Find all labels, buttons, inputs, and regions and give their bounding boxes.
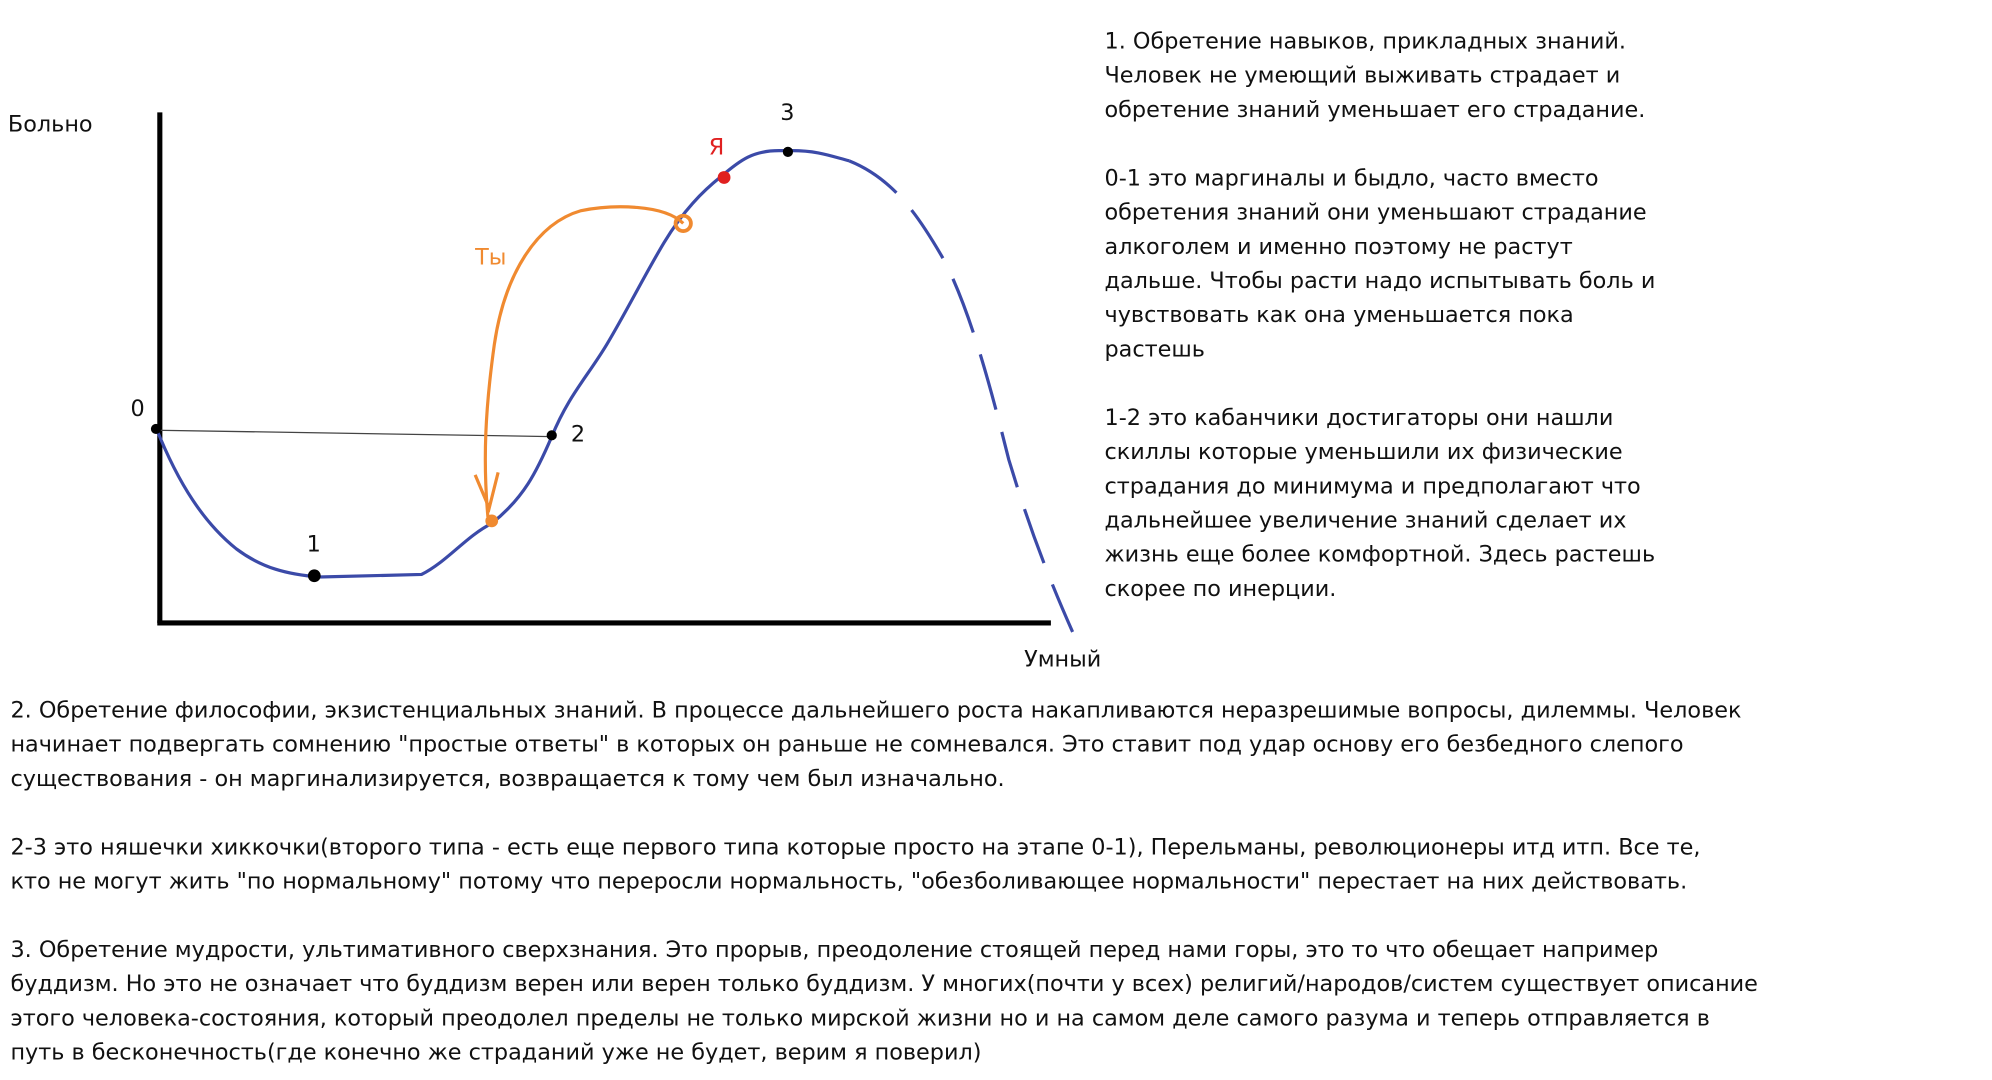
text-line: обретения знаний они уменьшают страдание (1105, 200, 1647, 226)
text-line: растешь (1105, 336, 1205, 362)
text-line: 2. Обретение философии, экзистенциальных… (10, 697, 1741, 723)
text-line: страдания до минимума и предполагают что (1105, 473, 1641, 499)
x-axis-label: Умный (1024, 646, 1101, 672)
point-1 (307, 569, 321, 583)
drawing (150, 112, 1075, 633)
level-line (155, 429, 552, 438)
text-line: скорее по инерции. (1105, 576, 1337, 602)
text-line: скиллы которые уменьшили их физические (1105, 439, 1623, 465)
text-line: 1-2 это кабанчики достигаторы они нашли (1105, 405, 1614, 431)
right-text: 1. Обретение навыков, прикладных знаний.… (1105, 29, 1656, 602)
text-line: буддизм. Но это не означает что буддизм … (10, 971, 1757, 997)
point-3 (782, 146, 794, 158)
text-line: 2-3 это няшечки хиккочки(второго типа - … (10, 834, 1700, 860)
point-label: 3 (780, 100, 794, 126)
curve-dashed (848, 159, 1075, 633)
point-0 (150, 423, 162, 435)
text-line: чувствовать как она уменьшается пока (1105, 302, 1574, 328)
point-label: 0 (130, 396, 144, 422)
text-line: дальше. Чтобы расти надо испытывать боль… (1105, 268, 1656, 294)
curve (154, 149, 850, 579)
arrow-head (473, 471, 500, 514)
text-line: этого человека-состояния, который преодо… (10, 1005, 1709, 1031)
text-line: алкоголем и именно поэтому не растут (1105, 234, 1573, 260)
text-line: путь в бесконечность(где конечно же стра… (10, 1040, 981, 1066)
me-label: Я (709, 134, 725, 160)
you-end (485, 514, 499, 528)
text-line: жизнь еще более комфортной. Здесь растеш… (1105, 542, 1656, 568)
text-line: обретение знаний уменьшает его страдание… (1105, 97, 1646, 123)
text-line: кто не могут жить "по нормальному" потом… (10, 869, 1687, 895)
you-arrow (483, 205, 685, 518)
text-line: существования - он маргинализируется, во… (10, 766, 1004, 792)
text-line: дальнейшее увеличение знаний сделает их (1105, 507, 1627, 533)
you-label: Ты (474, 244, 506, 270)
text-line: Человек не умеющий выживать страдает и (1105, 63, 1621, 89)
text-line: 1. Обретение навыков, прикладных знаний. (1105, 29, 1626, 55)
point-label: 1 (307, 531, 321, 557)
text-line: 0-1 это маргиналы и быдло, часто вместо (1105, 165, 1599, 191)
me-dot (717, 171, 731, 184)
text-line: 3. Обретение мудрости, ультимативного св… (10, 937, 1658, 963)
bottom-text: 2. Обретение философии, экзистенциальных… (10, 697, 1757, 1065)
text-line: начинает подвергать сомнению "простые от… (10, 732, 1683, 758)
point-label: 2 (571, 422, 585, 448)
you-start (673, 213, 693, 233)
y-axis-label: Больно (8, 111, 93, 137)
point-2 (546, 430, 557, 441)
